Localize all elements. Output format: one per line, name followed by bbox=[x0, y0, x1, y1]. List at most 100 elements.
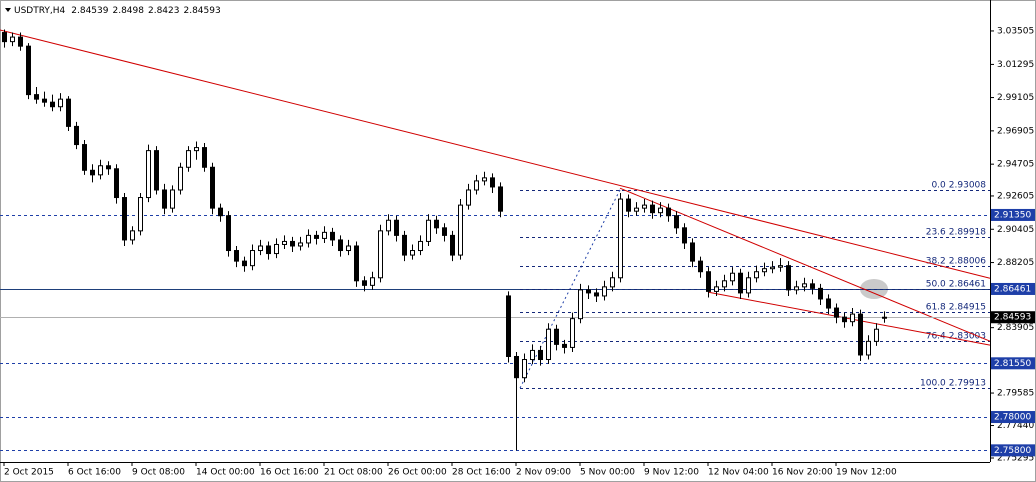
candle-body bbox=[26, 45, 31, 96]
y-tick-label: 2.99105 bbox=[997, 93, 1034, 103]
candle-body bbox=[346, 245, 351, 252]
fibo-level-price: 2.86461 bbox=[949, 279, 986, 289]
candle-body bbox=[442, 227, 447, 236]
candle-body bbox=[282, 240, 287, 245]
candle-body bbox=[338, 239, 343, 252]
candle-body bbox=[314, 234, 319, 239]
trendline bbox=[619, 187, 991, 342]
candle-body bbox=[682, 227, 687, 244]
fibo-level-name: 38.2 bbox=[926, 256, 946, 266]
candle-body bbox=[866, 340, 871, 356]
fibo-level-price: 2.93008 bbox=[949, 180, 986, 190]
candle-body bbox=[58, 98, 63, 108]
fibo-label: 0.0 2.93008 bbox=[931, 180, 986, 190]
candle-body bbox=[858, 313, 863, 356]
price-label: 2.75800 bbox=[994, 446, 1031, 456]
fibo-level-price: 2.89918 bbox=[949, 227, 986, 237]
candle-body bbox=[258, 245, 263, 252]
price-label-box bbox=[991, 311, 1035, 324]
candle-body bbox=[322, 231, 327, 239]
candle-body bbox=[658, 207, 663, 214]
fibo-level-name: 76.4 bbox=[926, 331, 946, 341]
candle-body bbox=[842, 316, 847, 323]
y-tick-label: 2.75295 bbox=[997, 453, 1034, 463]
candle-body bbox=[738, 272, 743, 294]
candle-body bbox=[210, 166, 215, 209]
candle-body bbox=[698, 260, 703, 273]
candle-body bbox=[122, 197, 127, 241]
candle-body bbox=[666, 207, 671, 217]
candle-body bbox=[218, 207, 223, 217]
price-label-box bbox=[991, 282, 1035, 295]
x-tick-label: 6 Oct 16:00 bbox=[68, 468, 121, 478]
plot-area: 0.0 2.93008 23.6 2.89918 38.2 2.88006 50.0 2.86… bbox=[0, 29, 991, 451]
candle-body bbox=[90, 169, 95, 176]
candle-body bbox=[354, 245, 359, 282]
chart-title: USDTRY,H4 2.84539 2.8498 2.8423 2.84593 bbox=[5, 6, 221, 16]
fibo-label: 38.2 2.88006 bbox=[926, 256, 987, 266]
candle-body bbox=[18, 36, 23, 47]
x-tick-label: 16 Oct 16:00 bbox=[260, 468, 319, 478]
candle-body bbox=[146, 150, 151, 199]
candle-body bbox=[610, 277, 615, 288]
candle-body bbox=[506, 295, 511, 357]
high: 2.8498 bbox=[112, 6, 144, 16]
candle-body bbox=[882, 316, 887, 319]
price-label-box bbox=[991, 357, 1035, 370]
candle-body bbox=[74, 125, 79, 146]
fibo-baseline bbox=[519, 189, 621, 389]
title-text: USDTRY,H4 2.84539 2.8498 2.8423 2.84593 bbox=[14, 6, 221, 16]
y-tick-label: 2.94705 bbox=[997, 160, 1034, 170]
candle-body bbox=[34, 94, 39, 100]
price-label: 2.78000 bbox=[994, 413, 1031, 423]
candle-body bbox=[2, 32, 7, 43]
candle-body bbox=[378, 230, 383, 279]
y-tick-label: 2.88205 bbox=[997, 258, 1034, 268]
candle-body bbox=[242, 260, 247, 267]
fibo-label: 61.8 2.84915 bbox=[926, 302, 986, 312]
x-tick-label: 2 Nov 09:00 bbox=[516, 468, 571, 478]
candle-body bbox=[650, 204, 655, 214]
y-tick-label: 2.92605 bbox=[997, 191, 1034, 201]
candle-body bbox=[626, 198, 631, 212]
candle-body bbox=[778, 265, 783, 268]
candle-body bbox=[530, 349, 535, 361]
y-tick-label: 3.01295 bbox=[997, 60, 1034, 70]
fibo-level-name: 61.8 bbox=[926, 302, 946, 312]
candle-body bbox=[82, 144, 87, 171]
candle-body bbox=[66, 98, 71, 127]
fibo-level-name: 0.0 bbox=[931, 180, 946, 190]
price-label: 2.84593 bbox=[994, 313, 1031, 323]
candle-body bbox=[722, 280, 727, 288]
candle-body bbox=[850, 313, 855, 323]
candle-body bbox=[154, 150, 159, 191]
candle-body bbox=[418, 240, 423, 252]
title-arrow bbox=[5, 8, 11, 12]
candle-body bbox=[434, 219, 439, 229]
candle-body bbox=[786, 265, 791, 291]
candle-body bbox=[10, 36, 15, 43]
x-tick-label: 9 Oct 08:00 bbox=[132, 468, 185, 478]
candle-body bbox=[450, 234, 455, 256]
candle-body bbox=[226, 215, 231, 252]
symbol: USDTRY,H4 bbox=[14, 6, 66, 16]
trendline bbox=[0, 29, 991, 279]
y-tick-label: 2.79585 bbox=[997, 389, 1034, 399]
fibo-label: 23.6 2.89918 bbox=[926, 227, 987, 237]
price-label-box bbox=[991, 411, 1035, 424]
candle-body bbox=[522, 359, 527, 379]
candle-body bbox=[178, 166, 183, 191]
candle-body bbox=[594, 292, 599, 297]
candle-body bbox=[690, 242, 695, 262]
open: 2.84539 bbox=[71, 6, 108, 16]
candle-body bbox=[42, 98, 47, 103]
candle-body bbox=[714, 286, 719, 292]
price-label: 2.81550 bbox=[994, 359, 1031, 369]
y-tick-label: 3.03505 bbox=[997, 26, 1034, 36]
candle-body bbox=[202, 147, 207, 168]
price-label: 2.86461 bbox=[994, 284, 1031, 294]
fibo-level-price: 2.83003 bbox=[949, 331, 986, 341]
price-label-box bbox=[991, 208, 1035, 221]
candle-body bbox=[130, 230, 135, 241]
